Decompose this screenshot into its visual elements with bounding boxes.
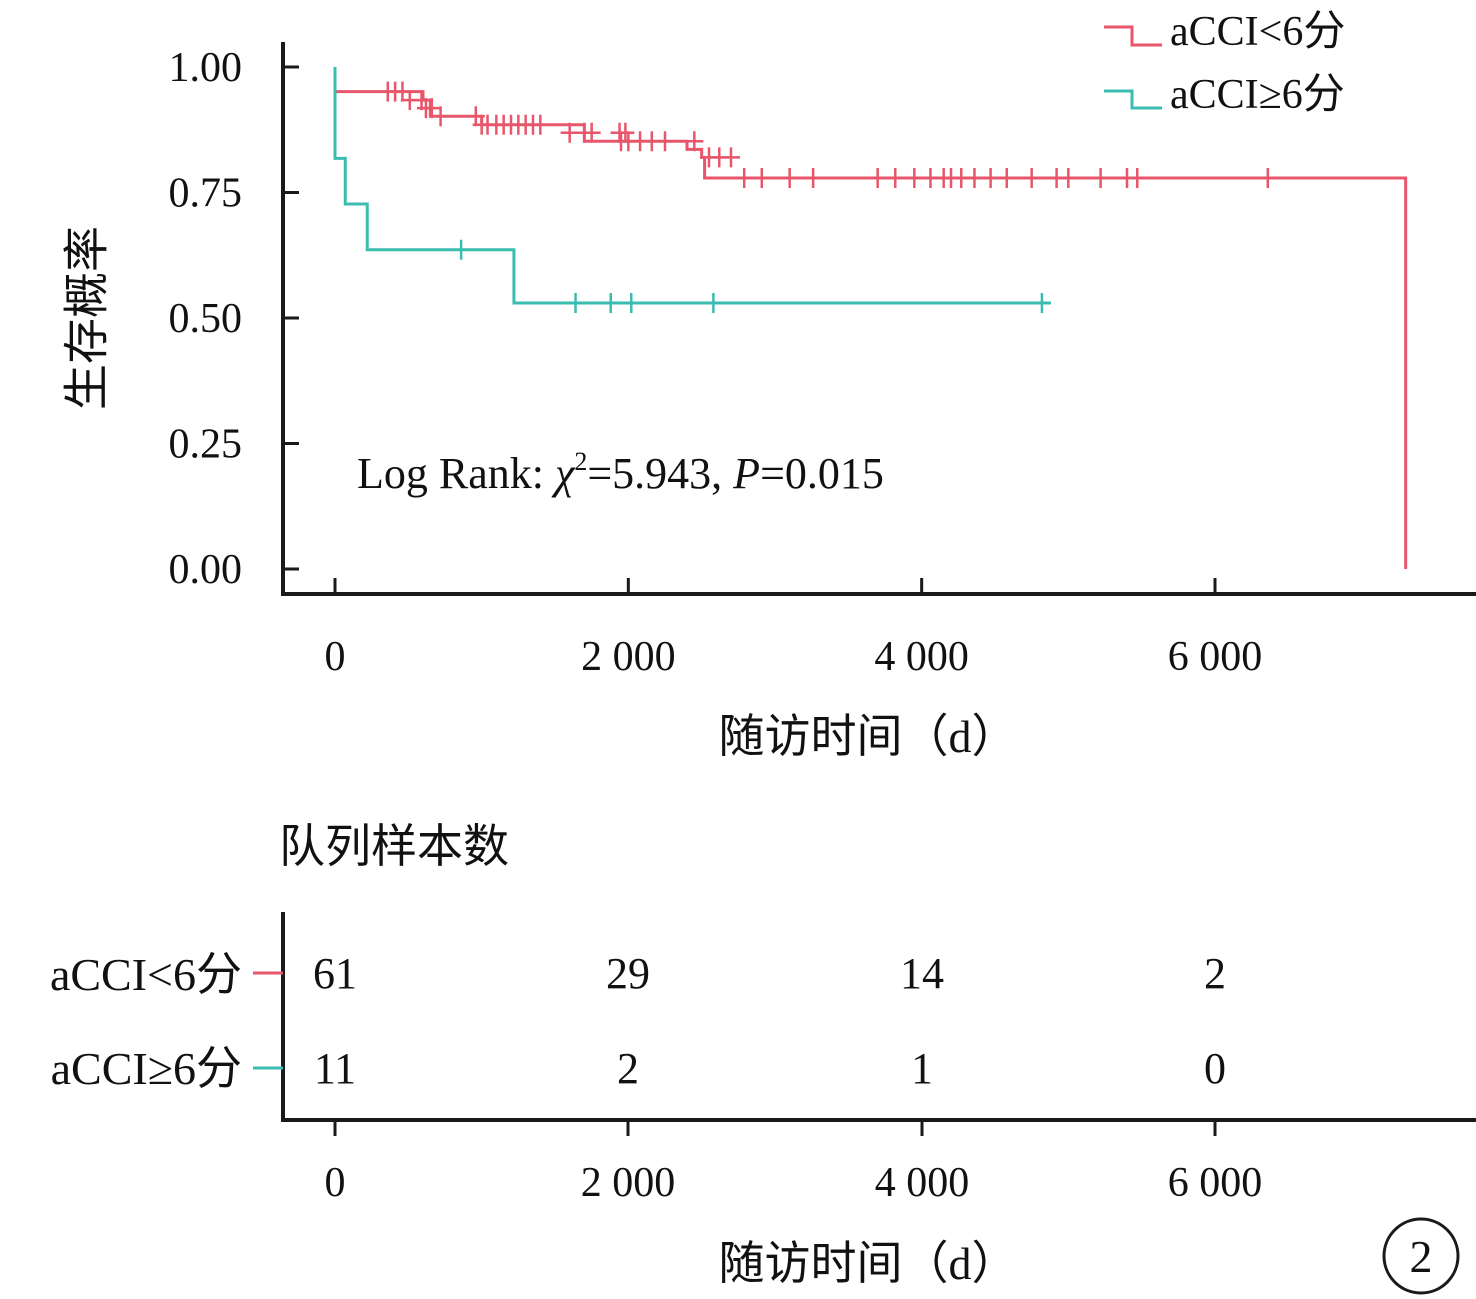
x-tick-label: 2 000 bbox=[581, 634, 676, 680]
x-tick-label: 6 000 bbox=[1168, 634, 1263, 680]
x-axis-ticks: 0 2 000 4 000 6 000 bbox=[325, 578, 1263, 680]
censor-mark-1 bbox=[622, 292, 641, 313]
legend-label-high: aCCI≥6分 bbox=[1170, 72, 1345, 118]
censor-mark-0 bbox=[1091, 167, 1110, 188]
censor-mark-0 bbox=[965, 167, 984, 188]
censor-mark-0 bbox=[804, 167, 823, 188]
risk-table-title: 队列样本数 bbox=[279, 821, 509, 872]
risk-row-label-high: aCCI≥6分 bbox=[51, 1043, 242, 1094]
y-tick-label: 1.00 bbox=[169, 45, 243, 91]
y-axis-title: 生存概率 bbox=[62, 226, 113, 410]
censor-mark-0 bbox=[735, 167, 754, 188]
censor-mark-0 bbox=[886, 167, 905, 188]
log-rank-prefix: Log Rank: bbox=[357, 449, 555, 498]
risk-x-axis-title: 随访时间（d） bbox=[719, 1238, 1018, 1289]
risk-value-low-6000: 2 bbox=[1204, 949, 1226, 998]
censor-mark-0 bbox=[997, 167, 1016, 188]
legend-swatch-low bbox=[1104, 25, 1162, 47]
risk-value-low-0: 61 bbox=[313, 949, 357, 998]
legend-label-low: aCCI<6分 bbox=[1170, 9, 1345, 55]
risk-x-tick-label-6000: 6 000 bbox=[1168, 1160, 1263, 1206]
censor-mark-0 bbox=[582, 122, 601, 143]
censor-mark-0 bbox=[685, 131, 704, 152]
risk-x-tick-label-0: 0 bbox=[325, 1160, 346, 1206]
risk-value-high-4000: 1 bbox=[911, 1044, 933, 1093]
censor-mark-0 bbox=[780, 167, 799, 188]
y-tick-label: 0.00 bbox=[169, 547, 243, 593]
log-rank-annotation: Log Rank: χ2=5.943, P=0.015 bbox=[357, 447, 884, 498]
censor-mark-0 bbox=[422, 98, 441, 119]
censor-mark-0 bbox=[1258, 167, 1277, 188]
p-symbol: P bbox=[732, 449, 760, 498]
legend-swatch-high bbox=[1104, 89, 1162, 110]
censor-mark-0 bbox=[531, 114, 550, 135]
y-tick-label: 0.50 bbox=[169, 296, 243, 342]
risk-x-tick-label-4000: 4 000 bbox=[875, 1160, 970, 1206]
chi-superscript: 2 bbox=[574, 447, 587, 476]
censor-mark-0 bbox=[752, 167, 771, 188]
chi-symbol: χ bbox=[551, 449, 576, 498]
censor-mark-1 bbox=[566, 292, 585, 313]
censor-mark-1 bbox=[1032, 292, 1051, 313]
censor-mark-0 bbox=[722, 147, 740, 168]
censor-mark-0 bbox=[412, 90, 431, 111]
survival-plot: 0.00 0.25 0.50 0.75 1.00 0 2 000 4 000 6 000 生存… bbox=[62, 9, 1476, 762]
risk-table: 队列样本数 aCCI<6分 aCCI≥6分 61 29 14 2 11 2 1 … bbox=[50, 821, 1476, 1289]
risk-value-high-0: 11 bbox=[314, 1044, 356, 1093]
y-tick-label: 0.25 bbox=[169, 422, 243, 468]
panel-label: 2 bbox=[1382, 1217, 1460, 1295]
censor-mark-0 bbox=[393, 81, 412, 102]
censor-mark-0 bbox=[431, 106, 450, 127]
y-tick-label: 0.75 bbox=[169, 171, 243, 217]
censor-mark-0 bbox=[905, 167, 924, 188]
censor-mark-1 bbox=[452, 239, 471, 260]
x-axis-title: 随访时间（d） bbox=[719, 711, 1018, 762]
panel-label-circle bbox=[1382, 1217, 1460, 1295]
risk-value-low-4000: 14 bbox=[900, 949, 944, 998]
risk-value-high-2000: 2 bbox=[617, 1044, 639, 1093]
survival-curves bbox=[333, 67, 1408, 569]
censor-mark-0 bbox=[1128, 167, 1147, 188]
risk-row-label-low: aCCI<6分 bbox=[50, 949, 242, 1000]
panel-label-number: 2 bbox=[1410, 1231, 1433, 1282]
x-tick-label: 4 000 bbox=[874, 634, 969, 680]
censor-mark-0 bbox=[868, 167, 887, 188]
x-tick-label: 0 bbox=[325, 634, 346, 680]
censor-mark-0 bbox=[1022, 167, 1041, 188]
censor-mark-0 bbox=[1059, 167, 1078, 188]
censor-mark-1 bbox=[704, 292, 723, 313]
chi-value: =5.943, bbox=[587, 449, 733, 498]
risk-x-tick-label-2000: 2 000 bbox=[581, 1160, 676, 1206]
censor-mark-1 bbox=[601, 292, 620, 313]
censor-mark-0 bbox=[981, 167, 1000, 188]
censor-mark-0 bbox=[616, 122, 635, 143]
y-axis-ticks: 0.00 0.25 0.50 0.75 1.00 bbox=[169, 45, 299, 593]
censor-mark-0 bbox=[656, 131, 674, 152]
risk-value-high-6000: 0 bbox=[1204, 1044, 1226, 1093]
legend: aCCI<6分 aCCI≥6分 bbox=[1104, 9, 1345, 118]
series-line-1 bbox=[333, 67, 1051, 305]
p-value: =0.015 bbox=[760, 449, 884, 498]
risk-value-low-2000: 29 bbox=[606, 949, 650, 998]
